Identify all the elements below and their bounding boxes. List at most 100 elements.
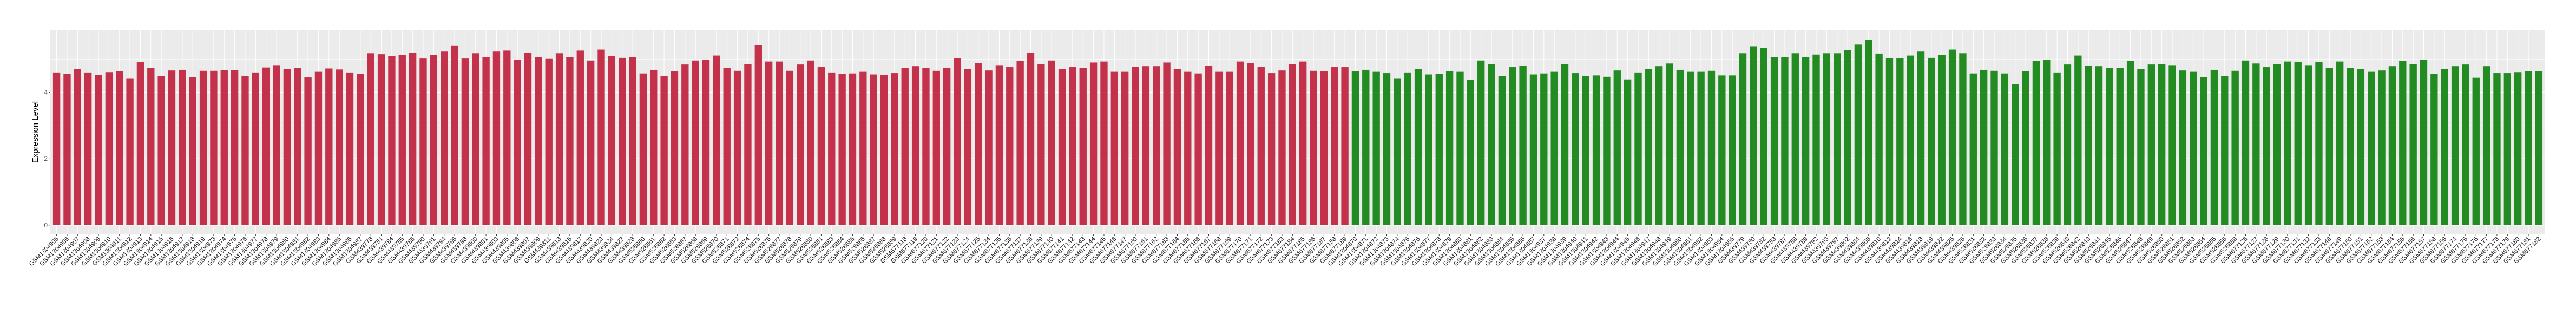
bar: [1351, 71, 1359, 225]
bar: [2315, 62, 2323, 225]
bar: [1498, 76, 1506, 225]
bar: [2514, 72, 2522, 225]
bar: [2190, 71, 2197, 225]
bar: [576, 50, 584, 225]
bar: [63, 74, 71, 225]
bar: [2273, 64, 2281, 225]
bar: [314, 71, 323, 225]
bar: [1561, 64, 1569, 225]
bar: [357, 74, 364, 225]
bar: [273, 65, 280, 225]
bar: [1184, 71, 1192, 225]
bar: [1865, 40, 1872, 225]
bar: [922, 68, 930, 225]
bar: [1875, 53, 1883, 225]
bar: [943, 68, 951, 225]
bar: [786, 70, 794, 225]
bar: [985, 70, 993, 225]
bar: [2325, 68, 2333, 225]
bar: [765, 61, 773, 225]
bar: [975, 63, 982, 225]
y-axis: 0 2 4: [44, 89, 50, 229]
bar: [1310, 70, 1317, 225]
bar: [220, 70, 228, 225]
bar: [451, 45, 458, 225]
bar: [1666, 63, 1673, 225]
bar: [901, 68, 909, 225]
y-tick-label: 2: [44, 155, 48, 162]
bar: [147, 68, 155, 225]
bar: [1226, 71, 1233, 225]
bar: [210, 70, 218, 225]
bar: [2106, 68, 2113, 225]
bar: [2116, 68, 2124, 225]
bars: [52, 40, 2543, 225]
bar: [1205, 65, 1213, 225]
bar: [2388, 66, 2396, 225]
bar: [1058, 69, 1066, 225]
bar: [1959, 53, 1967, 225]
bar: [723, 68, 731, 225]
bar: [2409, 64, 2417, 225]
bar: [1089, 62, 1098, 225]
bar: [1529, 74, 1537, 225]
bar: [1467, 80, 1475, 225]
bar: [2242, 60, 2250, 225]
bar: [1802, 57, 1810, 225]
bar: [2126, 61, 2134, 225]
bar: [2347, 68, 2354, 225]
bar: [2147, 64, 2155, 225]
bar: [660, 76, 668, 225]
bar: [419, 58, 427, 225]
bar: [2420, 59, 2428, 225]
bar: [398, 55, 406, 225]
bar: [1729, 75, 1736, 225]
bar: [136, 62, 144, 225]
bar: [441, 51, 448, 225]
bar: [84, 72, 92, 225]
bar: [1215, 71, 1223, 225]
bar: [859, 71, 867, 225]
bar: [1163, 62, 1171, 225]
bar: [2158, 64, 2166, 225]
bar: [1132, 67, 1139, 225]
bar: [1770, 57, 1778, 225]
bar: [514, 59, 521, 225]
bar: [849, 73, 857, 225]
bar: [754, 45, 762, 225]
bar: [1445, 71, 1454, 225]
bar: [1289, 64, 1297, 225]
bar: [1006, 67, 1014, 225]
bar: [2430, 74, 2438, 225]
bar: [1823, 53, 1831, 225]
bar: [2304, 65, 2312, 225]
bar: [2074, 55, 2082, 225]
bar: [1299, 61, 1307, 225]
bar: [1907, 55, 1914, 225]
bar: [1676, 69, 1684, 225]
bar: [1027, 53, 1035, 225]
bar: [1079, 68, 1087, 225]
bar: [2503, 73, 2512, 225]
bar: [409, 53, 417, 225]
bar: [492, 51, 501, 225]
bar: [2043, 60, 2051, 225]
bar: [2378, 70, 2386, 225]
bar: [650, 69, 658, 225]
bar: [482, 57, 490, 225]
bar: [1194, 73, 1202, 225]
bar: [2221, 76, 2229, 225]
bar: [880, 75, 888, 225]
bar: [1645, 69, 1653, 225]
bar: [2022, 71, 2029, 225]
bar: [911, 66, 919, 225]
bar: [377, 54, 385, 225]
bar: [1938, 55, 1946, 225]
bar: [2472, 77, 2480, 225]
bar: [346, 72, 354, 225]
bar: [1456, 71, 1464, 225]
bar: [1948, 49, 1956, 225]
bar: [2336, 61, 2344, 225]
bar: [545, 58, 553, 225]
